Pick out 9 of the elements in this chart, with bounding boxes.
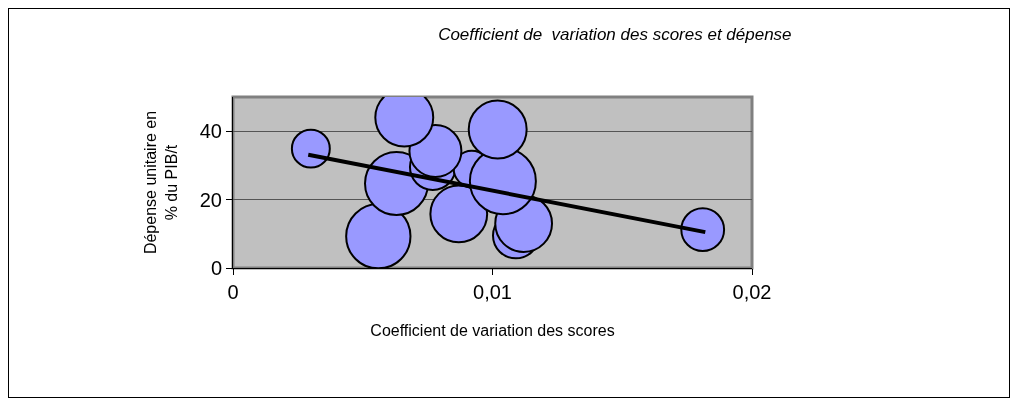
chart-title: Coefficient de variation des scores et dépense	[438, 25, 792, 45]
y-tick-label: 20	[199, 188, 222, 211]
y-tick-label: 40	[199, 120, 222, 143]
x-axis-title: Coefficient de variation des scores	[370, 321, 615, 339]
x-tick-label: 0	[227, 281, 239, 303]
y-tick-label: 0	[210, 257, 222, 279]
y-axis-title: Dépense unitaire en % du PIB/t	[141, 110, 180, 255]
x-tick-label: 0,02	[732, 281, 772, 303]
x-tick-label: 0,01	[473, 281, 512, 303]
